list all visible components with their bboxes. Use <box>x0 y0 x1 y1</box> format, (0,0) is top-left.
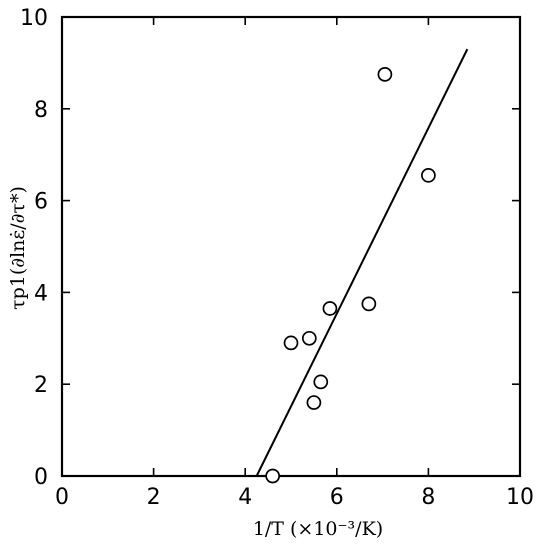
data-point <box>301 330 317 346</box>
data-point <box>377 67 393 82</box>
y-tick-label: 10 <box>20 6 48 31</box>
y-tick-label: 4 <box>34 281 48 306</box>
x-tick-label: 2 <box>147 485 161 510</box>
y-tick-label: 0 <box>34 465 48 490</box>
data-point <box>265 468 281 484</box>
y-tick-label: 6 <box>34 190 48 215</box>
plot-frame <box>60 15 522 478</box>
data-point <box>313 374 329 390</box>
x-tick-label: 10 <box>506 485 534 510</box>
data-point <box>306 395 322 410</box>
x-tick-label: 8 <box>421 485 435 510</box>
fit-line-layer <box>255 48 469 477</box>
x-axis-label: 1/T (×10⁻³/K) <box>253 518 383 540</box>
x-tick-label: 0 <box>55 485 69 510</box>
data-point <box>283 335 299 351</box>
x-tick-label: 6 <box>330 485 344 510</box>
y-axis-ticks: 0 2 4 6 8 10 <box>20 6 520 490</box>
data-points <box>265 67 436 484</box>
y-tick-label: 8 <box>34 98 48 123</box>
regression-line <box>255 48 469 477</box>
y-tick-label: 2 <box>34 373 48 398</box>
y-axis-label: τp1(∂lnε̇/∂τ*) <box>7 186 29 310</box>
data-point <box>322 301 338 316</box>
x-axis-ticks: 0 2 4 6 8 10 <box>55 17 534 510</box>
data-point <box>361 296 377 312</box>
data-point <box>421 168 436 183</box>
x-tick-label: 4 <box>238 485 252 510</box>
